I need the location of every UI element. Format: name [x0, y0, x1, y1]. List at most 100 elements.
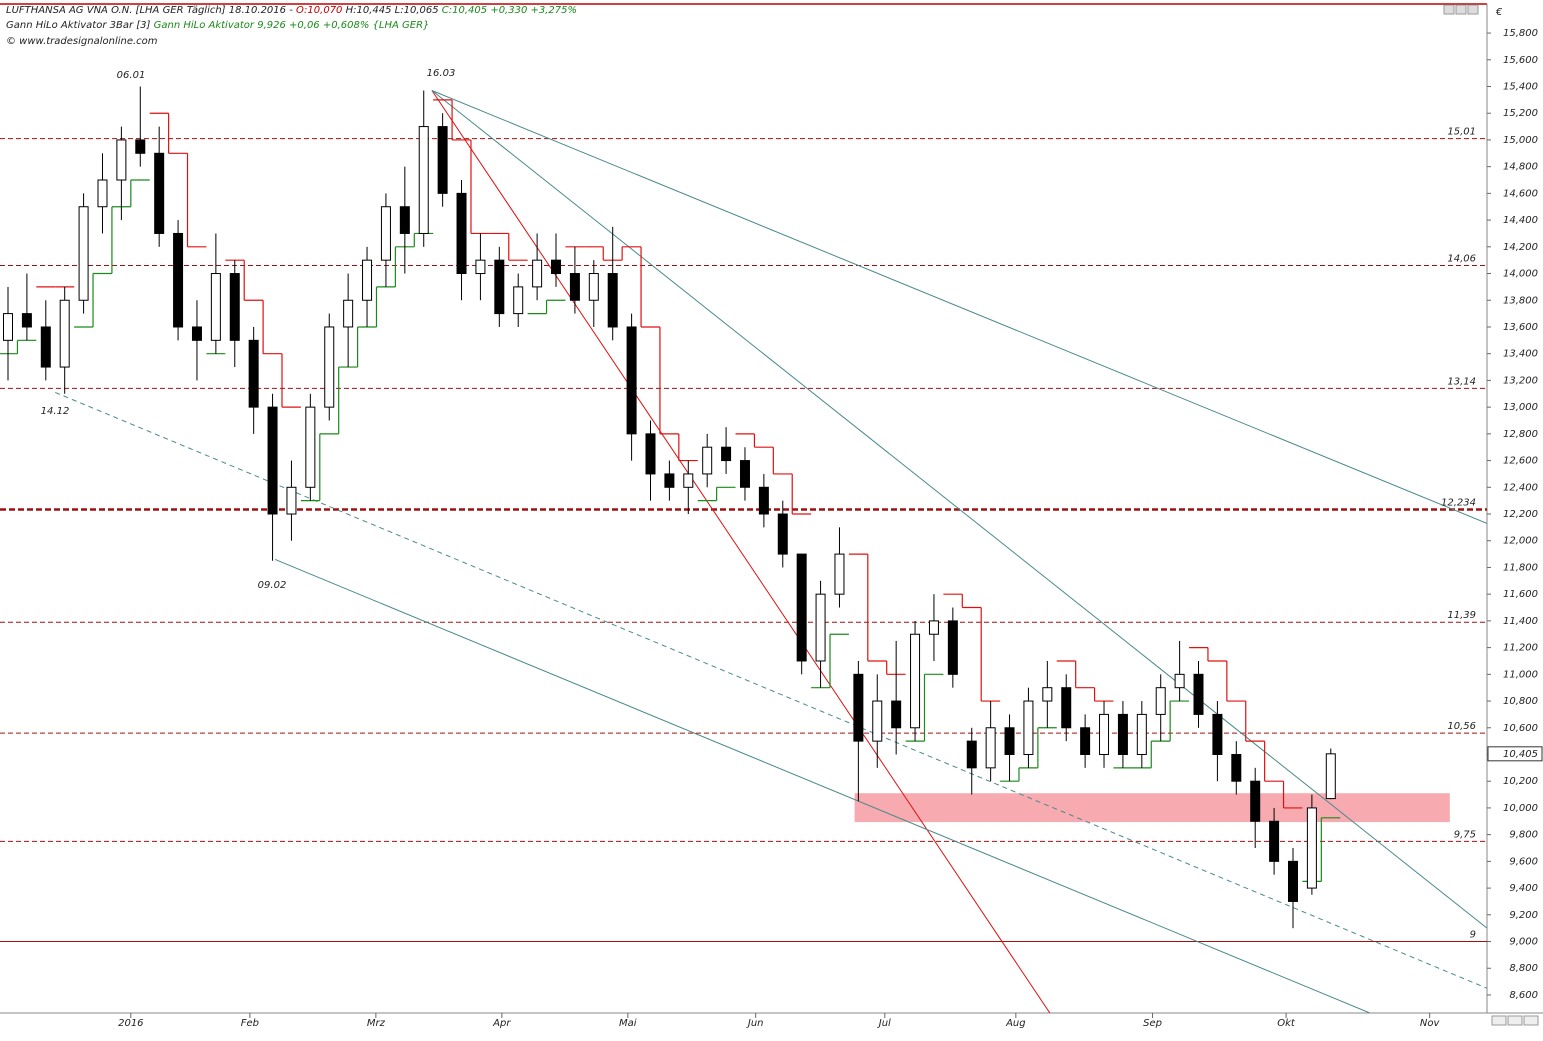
y-tick-label: 10,800 [1503, 696, 1538, 707]
candle-body [191, 326, 202, 341]
y-tick-label: 15,600 [1503, 55, 1538, 66]
candle-body [569, 273, 580, 301]
candle-body [1023, 700, 1034, 755]
y-tick-label: 14,400 [1503, 215, 1538, 226]
hl-text: H:10,445 L:10,065 [346, 5, 439, 16]
candle-body [1080, 727, 1091, 755]
candle-body [1155, 687, 1166, 715]
x-tick-label: 2016 [118, 1018, 143, 1029]
candle-body [154, 152, 165, 234]
indicator: Gann HiLo Aktivator 3Bar [3] [6, 20, 151, 31]
candle-body [985, 727, 996, 769]
y-tick-label: 13,400 [1503, 349, 1538, 360]
y-tick-label: 10,600 [1503, 723, 1538, 734]
candle-body [721, 446, 732, 462]
plot [0, 86, 1487, 1013]
y-tick-label: 13,600 [1503, 322, 1538, 333]
y-tick-label: 15,800 [1503, 28, 1538, 39]
candle-body [59, 299, 70, 368]
x-tick-label: Jul [877, 1018, 891, 1029]
level-label: 14,06 [1447, 254, 1476, 265]
candle-body [1193, 673, 1204, 715]
candle-body [1042, 687, 1053, 702]
candle-body [494, 259, 505, 315]
y-tick-label: 13,200 [1503, 375, 1538, 386]
title: LUFTHANSA AG VNA O.N. [LHA GER Täglich] … [6, 5, 293, 16]
level-label: 12,234 [1441, 497, 1476, 508]
x-tick-label: Sep [1143, 1018, 1162, 1029]
y-tick-label: 8,600 [1509, 990, 1538, 1001]
candle-body [1250, 780, 1261, 822]
candle-body [910, 633, 921, 729]
candle-body [815, 593, 826, 662]
scroll-buttons[interactable] [1491, 1015, 1539, 1026]
x-tick-label: Nov [1420, 1018, 1441, 1029]
candle-body [97, 179, 108, 208]
x-tick-label: Mrz [367, 1018, 386, 1029]
change-text: C:10,405 +0,330 +3,275% [442, 5, 577, 16]
y-tick-label: 8,800 [1509, 963, 1538, 974]
candle-body [645, 433, 656, 475]
candle-body [796, 553, 807, 662]
x-tick-label: Apr [492, 1018, 511, 1029]
candle-body [1231, 753, 1242, 782]
candle-body [475, 259, 486, 275]
candle-body [1269, 820, 1280, 862]
y-tick-label: 12,800 [1503, 429, 1538, 440]
x-tick-label: Mai [619, 1018, 637, 1029]
y-tick-label: 10,000 [1503, 803, 1538, 814]
y-tick-label: 11,600 [1503, 589, 1538, 600]
last-price-box [1487, 746, 1543, 762]
y-tick-label: 12,200 [1503, 509, 1538, 520]
header: LUFTHANSA AG VNA O.N. [LHA GER Täglich] … [6, 5, 577, 16]
candle-body [1136, 713, 1147, 755]
button[interactable] [1523, 1015, 1539, 1026]
candle-body [267, 406, 278, 515]
annotation: 14.12 [41, 406, 70, 417]
y-tick-label: 12,000 [1503, 536, 1538, 547]
y-tick-label: 15,200 [1503, 108, 1538, 119]
candle-body [1325, 753, 1336, 800]
candle-body [1117, 713, 1128, 755]
y-tick-label: 12,600 [1503, 456, 1538, 467]
y-tick-label: 13,000 [1503, 402, 1538, 413]
y-tick-label: 11,200 [1503, 643, 1538, 654]
candle-body [437, 126, 448, 194]
y-tick-label: 14,000 [1503, 269, 1538, 280]
candle-body [664, 473, 675, 488]
x-tick-label: Aug [1005, 1018, 1026, 1029]
candle-body [891, 700, 902, 729]
y-tick-label: 12,400 [1503, 482, 1538, 493]
zone [854, 793, 1450, 823]
candle-body [834, 553, 845, 595]
y-tick-label: 15,400 [1503, 81, 1538, 92]
candle-body [229, 273, 240, 341]
level-label: 9,75 [1454, 829, 1476, 840]
button[interactable] [1491, 1015, 1507, 1026]
candle-body [1099, 713, 1110, 755]
candle-body [78, 206, 89, 301]
candle-body [551, 259, 562, 275]
candle-body [40, 326, 51, 368]
window-buttons[interactable] [1443, 4, 1479, 15]
candle-body [116, 139, 127, 181]
y-tick-label: 15,000 [1503, 135, 1538, 146]
candle-body [607, 273, 618, 328]
candle-body [324, 326, 335, 408]
x-tick-label: Jun [746, 1018, 764, 1029]
candle-body [588, 273, 599, 301]
button[interactable] [1467, 4, 1479, 15]
candle-body [683, 473, 694, 488]
open-text: O:10,070 [296, 5, 342, 16]
button[interactable] [1443, 4, 1455, 15]
y-tick-label: 9,400 [1509, 883, 1538, 894]
y-tick-label: 14,200 [1503, 242, 1538, 253]
candle-body [928, 620, 939, 635]
button[interactable] [1507, 1015, 1523, 1026]
candle-body [1287, 860, 1298, 902]
button[interactable] [1455, 4, 1467, 15]
level-label: 11,39 [1447, 610, 1476, 621]
